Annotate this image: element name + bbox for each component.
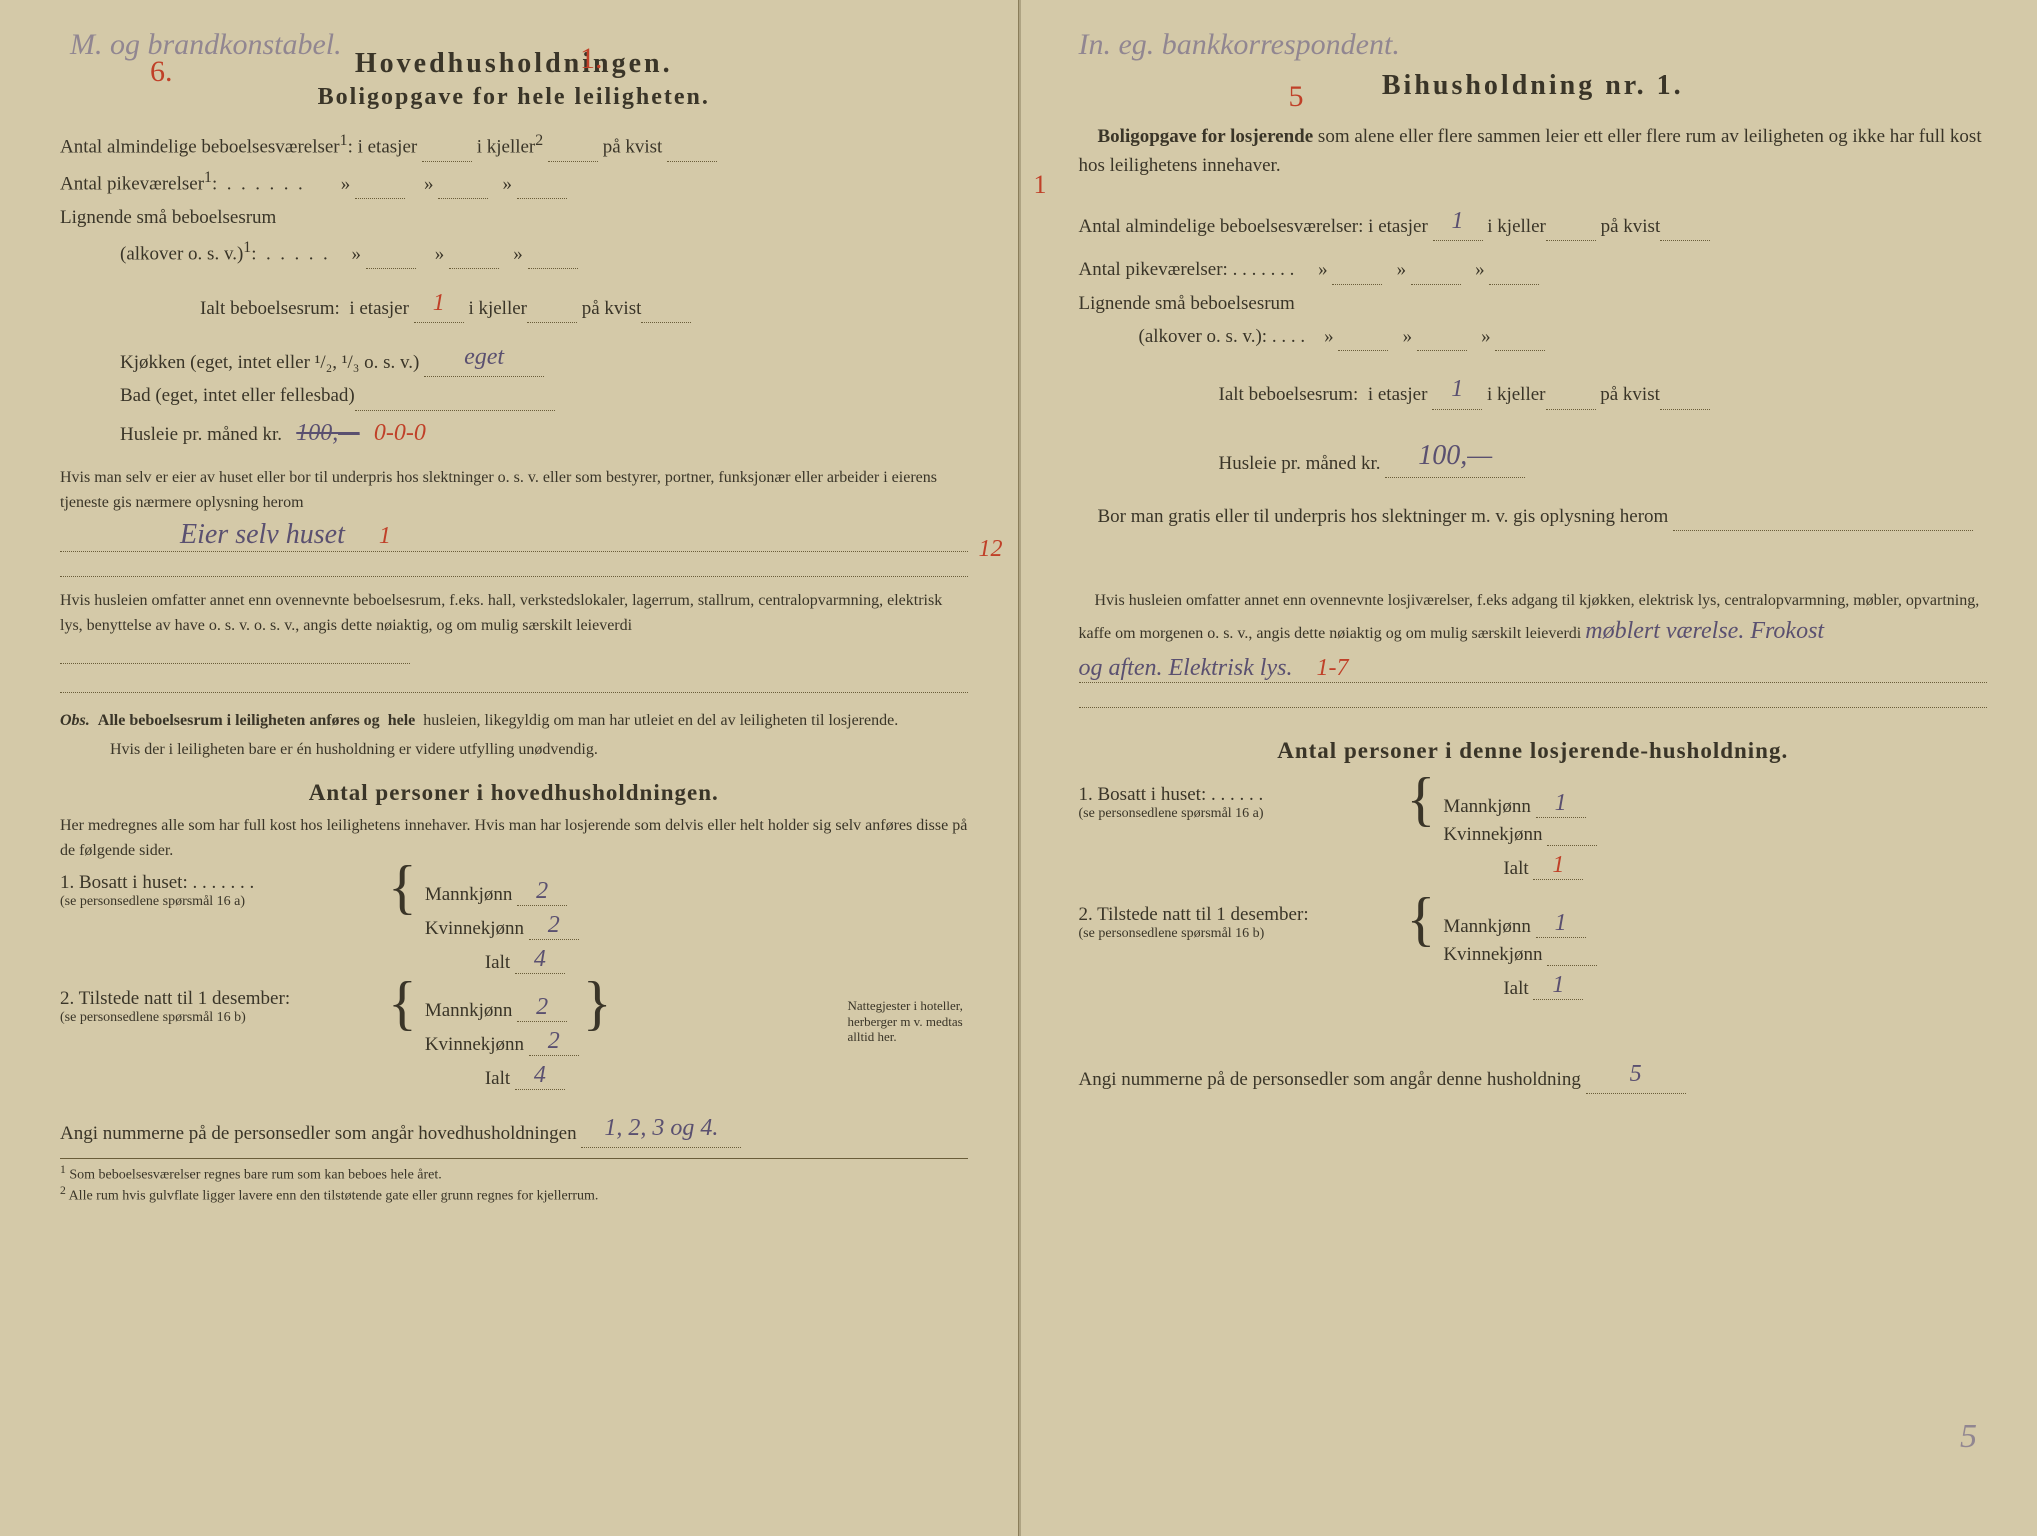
person-row-2-right: 2. Tilstede natt til 1 desember: (se per… — [1079, 904, 1988, 1006]
person-row-1-left: 1. Bosatt i huset: . . . . . . . (se per… — [60, 872, 968, 980]
total-rooms-r: Ialt beboelsesrum: i etasjer 1 i kjeller… — [1219, 371, 1988, 409]
persons-sub-left: Her medregnes alle som har full kost hos… — [60, 814, 968, 864]
person-row-1-right: 1. Bosatt i huset: . . . . . . (se perso… — [1079, 784, 1988, 886]
red-number-6: 6. — [150, 55, 173, 89]
kitchen-line: Kjøkken (eget, intet eller ¹/₂, ¹/₃ o. s… — [120, 339, 968, 377]
person-row-2-left: 2. Tilstede natt til 1 desember: (se per… — [60, 988, 968, 1096]
seddel-numbers-right: Angi nummerne på de personsedler som ang… — [1079, 1056, 1988, 1094]
owner-note: Hvis man selv er eier av huset eller bor… — [60, 466, 968, 516]
pencil-annotation-right: In. eg. bankkorrespondent. — [1079, 28, 1400, 62]
rooms-line-2: Antal pikeværelser1: . . . . . . » » » — [60, 166, 968, 199]
footnotes: 1 Som beboelsesværelser regnes bare rum … — [60, 1158, 968, 1204]
rent-includes-r-line2: og aften. Elektrisk lys. 1-7 — [1079, 655, 1988, 683]
rent-includes-note: Hvis husleien omfatter annet enn ovennev… — [60, 589, 968, 663]
main-title-right: Bihusholdning nr. 1. — [1079, 70, 1988, 102]
blank-ruled-r — [1079, 683, 1988, 708]
rent-r: Husleie pr. måned kr. 100,— — [1219, 434, 1988, 478]
rooms-line-1: Antal almindelige beboelsesværelser1: i … — [60, 129, 968, 162]
obs-note-2: Hvis der i leiligheten bare er én hushol… — [110, 738, 968, 763]
right-page: In. eg. bankkorrespondent. 5 Bihusholdni… — [1019, 0, 2037, 1536]
rooms-r2: Antal pikeværelser: . . . . . . . » » » — [1079, 255, 1988, 284]
obs-note: Obs. Alle beboelsesrum i leiligheten anf… — [60, 709, 968, 734]
blank-ruled-1 — [60, 552, 968, 577]
seddel-numbers-left: Angi nummerne på de personsedler som ang… — [60, 1110, 968, 1148]
red-number-1: 1. — [580, 42, 603, 76]
rooms-r3a: Lignende små beboelsesrum — [1079, 289, 1988, 318]
red-number-5: 5 — [1289, 80, 1304, 114]
left-page: M. og brandkonstabel. 6. 1. Hovedhushold… — [0, 0, 1019, 1536]
red-margin-1: 1 — [1034, 170, 1047, 200]
rent-includes-r: Hvis husleien omfatter annet enn ovennev… — [1079, 589, 1988, 651]
rooms-r3b: (alkover o. s. v.): . . . . » » » — [1139, 322, 1988, 351]
corner-number: 5 — [1960, 1418, 1977, 1456]
subtitle-left: Boligopgave for hele leiligheten. — [60, 84, 968, 111]
owner-answer-line: Eier selv huset 1 — [60, 519, 968, 552]
intro-right: Boligopgave for losjerende som alene ell… — [1079, 122, 1988, 181]
gratis-note: Bor man gratis eller til underpris hos s… — [1079, 502, 1988, 569]
rooms-line-3b: (alkover o. s. v.)1: . . . . . » » » — [120, 236, 968, 269]
blank-ruled-2 — [60, 668, 968, 693]
pencil-annotation-left: M. og brandkonstabel. — [70, 28, 342, 62]
bath-line: Bad (eget, intet eller fellesbad) — [120, 381, 968, 410]
rent-line: Husleie pr. måned kr. 100,— 0-0-0 — [120, 415, 968, 452]
rooms-r1: Antal almindelige beboelsesværelser: i e… — [1079, 203, 1988, 241]
persons-heading-left: Antal personer i hovedhusholdningen. — [60, 780, 968, 806]
persons-heading-right: Antal personer i denne losjerende-hushol… — [1079, 738, 1988, 764]
rooms-line-3a: Lignende små beboelsesrum — [60, 203, 968, 232]
side-note-hotels: Nattegjester i hoteller, herberger m v. … — [848, 998, 978, 1045]
total-rooms-line: Ialt beboelsesrum: i etasjer 1 i kjeller… — [200, 285, 968, 323]
